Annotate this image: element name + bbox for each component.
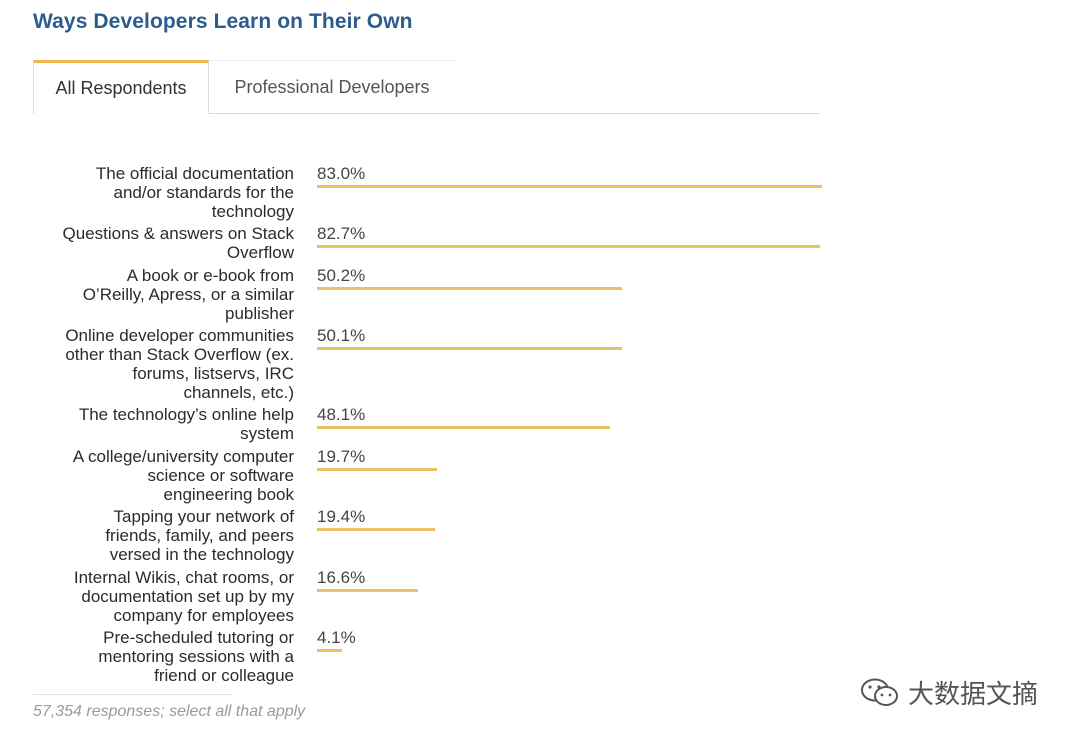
footer-divider [33,694,233,695]
bar-label-line: forums, listservs, IRC [132,364,294,383]
bar-label-line: mentoring sessions with a [98,647,294,666]
bar-label-line: company for employees [113,606,294,625]
bar-value-label: 50.1% [317,326,366,345]
bar-label-line: The official documentation [95,164,294,183]
bar-label-line: versed in the technology [109,545,294,564]
bar-label: The official documentation and/or standar… [20,164,294,221]
watermark-text: 大数据文摘 [908,680,1039,710]
tab-all-respondents[interactable]: All Respondents [33,60,209,114]
bar-label: A book or e-book from O’Reilly, Apress, o… [20,266,294,323]
bar-label: Questions & answers on Stack Overflow [20,224,294,262]
bar-label: The technology’s online help system [20,405,294,443]
bar-label-line: channels, etc.) [183,383,294,402]
bar-label-line: technology [211,202,294,221]
bar-label-line: Pre-scheduled tutoring or [103,628,294,647]
bar-label: Online developer communities other than S… [20,326,294,402]
bar-label-line: A book or e-book from [126,266,294,285]
bar-value-label: 16.6% [317,568,366,587]
bar-label-line: Internal Wikis, chat rooms, or [73,568,294,587]
bar-label: Tapping your network of friends, family, … [20,507,294,564]
bar-value-label: 4.1% [317,628,356,647]
chart-title: Ways Developers Learn on Their Own [33,10,413,33]
bar-label-line: A college/university computer [72,447,294,466]
response-count-note: 57,354 responses; select all that apply [33,703,306,720]
bar-value-label: 83.0% [317,164,366,183]
wechat-icon [860,677,900,709]
bar-value-label: 48.1% [317,405,366,424]
bar [317,468,437,471]
bar-label-line: The technology’s online help [78,405,294,424]
bar-label-line: system [240,424,294,443]
bar [317,426,610,429]
bar [317,245,820,248]
bar-label-line: friend or colleague [154,666,294,685]
bar-value-label: 50.2% [317,266,366,285]
bar-value-label: 19.7% [317,447,366,466]
bar-label: A college/university computer science or … [20,447,294,504]
bar-label-line: Tapping your network of [113,507,295,526]
bar-label-line: documentation set up by my [81,587,294,606]
bar [317,589,418,592]
bar-label-line: and/or standards for the [113,183,294,202]
bar-label-line: engineering book [163,485,294,504]
bar [317,185,822,188]
bar-label-line: other than Stack Overflow (ex. [65,345,294,364]
bar-label: Pre-scheduled tutoring or mentoring sessi… [20,628,294,685]
bar-label-line: publisher [225,304,294,323]
bar-label-line: Online developer communities [65,326,294,345]
bar-label-line: Overflow [226,243,294,262]
watermark: 大数据文摘 [860,674,1038,711]
bar [317,287,622,290]
bar-value-label: 82.7% [317,224,366,243]
bar [317,649,342,652]
bar-label-line: friends, family, and peers [105,526,294,545]
tab-bar: All Respondents Professional Developers [33,60,820,114]
bar-value-label: 19.4% [317,507,366,526]
bar-label-line: Questions & answers on Stack [62,224,294,243]
bar-label: Internal Wikis, chat rooms, or documentat… [20,568,294,625]
bar-label-line: O’Reilly, Apress, or a similar [82,285,294,304]
bar [317,347,622,350]
bar-label-line: science or software [147,466,294,485]
bar [317,528,435,531]
tab-professional-developers[interactable]: Professional Developers [209,60,455,113]
